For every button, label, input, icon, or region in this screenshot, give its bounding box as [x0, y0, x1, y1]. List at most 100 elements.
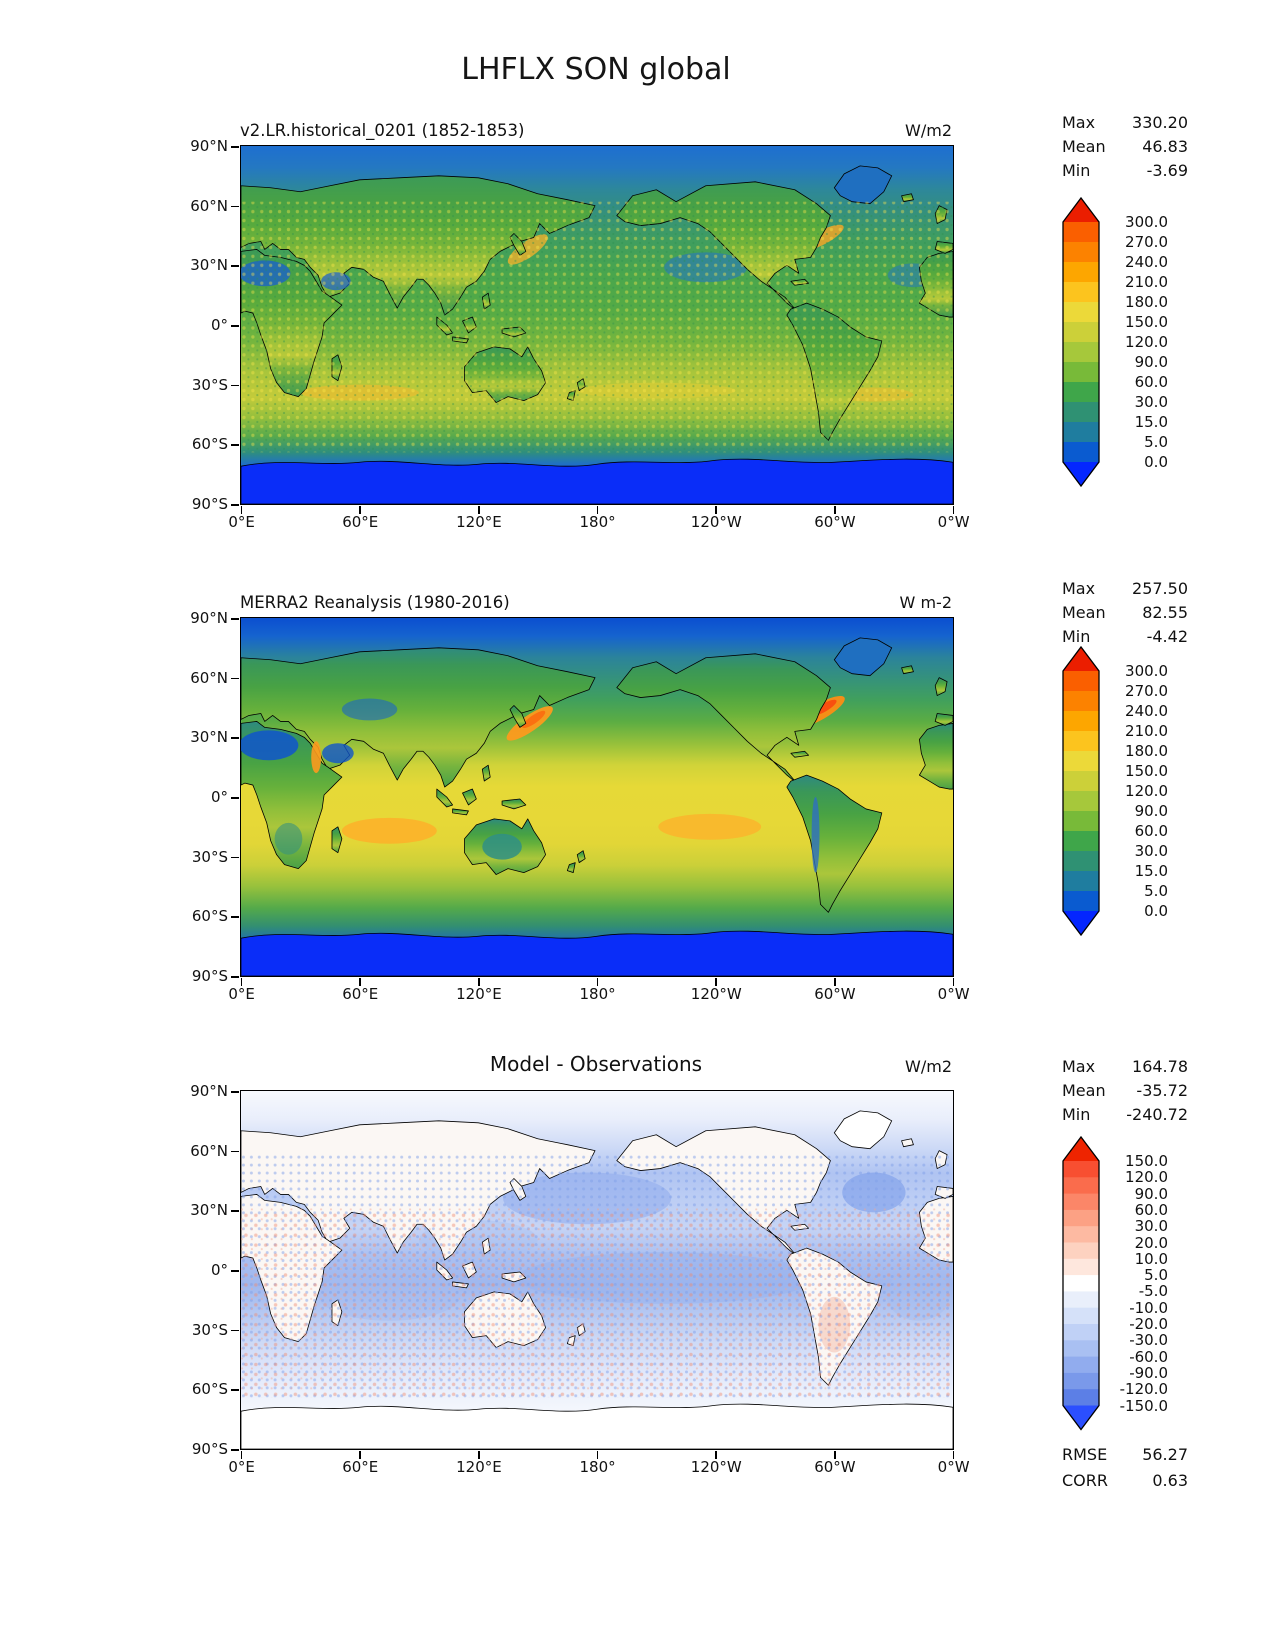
- map-model-canvas: [241, 146, 953, 504]
- colorbar-tick-label: 30.0: [1134, 393, 1168, 411]
- panel2-units: W m-2: [899, 593, 952, 612]
- panel1-units: W/m2: [905, 121, 952, 140]
- stat-label: Max: [1062, 1057, 1096, 1076]
- lat-tick-label: 60°S: [191, 907, 228, 926]
- lon-tick-label: 180°: [579, 513, 616, 531]
- colorbar-tick-label: -90.0: [1129, 1363, 1168, 1382]
- lat-tick-label: 30°S: [191, 375, 228, 394]
- colorbar-tick-label: 10.0: [1134, 1249, 1168, 1268]
- metric-label: RMSE: [1062, 1445, 1108, 1464]
- lat-tick-mark: [231, 1329, 239, 1332]
- colorbar-tick-label: -30.0: [1129, 1331, 1168, 1350]
- lat-tick-label: 90°S: [191, 967, 228, 985]
- lat-tick-mark: [231, 618, 239, 620]
- lat-tick-mark: [231, 1270, 239, 1272]
- lon-tick-mark: [359, 506, 361, 514]
- lon-tick-mark: [715, 1451, 717, 1459]
- lon-tick-label: 120°W: [690, 1458, 742, 1476]
- colorbar-tick-label: 120.0: [1125, 333, 1168, 351]
- colorbar-tick-label: 15.0: [1134, 862, 1168, 880]
- lat-tick-label: 90°N: [190, 1082, 228, 1100]
- stat-row: Mean -35.72: [1062, 1080, 1188, 1102]
- lon-tick-label: 120°W: [690, 513, 742, 531]
- stat-row: Mean 46.83: [1062, 136, 1188, 158]
- lon-tick-mark: [952, 506, 955, 514]
- lon-tick-label: 60°W: [814, 1458, 856, 1476]
- colorbar-tick-label: 30.0: [1134, 842, 1168, 860]
- lat-tick-label: 60°N: [190, 196, 228, 215]
- lon-tick-mark: [596, 1451, 599, 1459]
- lat-tick-mark: [231, 325, 239, 327]
- colorbar-tick-label: 150.0: [1125, 313, 1168, 331]
- lon-tick-label: 0°W: [937, 985, 970, 1003]
- colorbar-tick-label: 60.0: [1134, 1200, 1168, 1219]
- lon-tick-mark: [833, 506, 836, 514]
- colorbar-tick-label: 120.0: [1125, 1168, 1168, 1187]
- lat-tick-mark: [231, 504, 239, 506]
- lon-tick-mark: [952, 1451, 955, 1459]
- colorbar-model: [1062, 196, 1100, 488]
- stat-label: Mean: [1062, 1081, 1106, 1100]
- panel1-title: v2.LR.historical_0201 (1852-1853): [240, 121, 525, 140]
- colorbar-tick-label: 180.0: [1125, 742, 1168, 760]
- lat-tick-label: 90°S: [191, 495, 228, 513]
- lat-tick-label: 30°N: [190, 1201, 228, 1220]
- lon-tick-label: 180°: [579, 985, 616, 1003]
- lon-tick-label: 60°W: [814, 985, 856, 1003]
- colorbar-difference: [1062, 1135, 1100, 1431]
- panel2-header: MERRA2 Reanalysis (1980-2016) W m-2: [240, 586, 952, 612]
- lat-tick-mark: [231, 1150, 239, 1153]
- stat-row: Min -240.72: [1062, 1104, 1188, 1126]
- lat-tick-mark: [231, 737, 239, 739]
- panel1-header: v2.LR.historical_0201 (1852-1853) W/m2: [240, 114, 952, 140]
- map-reanalysis-canvas: [241, 618, 953, 976]
- stat-value: -4.42: [1146, 627, 1188, 646]
- colorbar-tick-label: 210.0: [1125, 273, 1168, 291]
- lon-tick-mark: [715, 506, 717, 514]
- lat-tick-mark: [231, 797, 239, 799]
- stat-row: Max 257.50: [1062, 578, 1188, 600]
- colorbar-tick-label: 210.0: [1125, 722, 1168, 740]
- panel3-title: Model - Observations: [489, 1052, 703, 1076]
- lon-tick-label: 120°W: [690, 985, 742, 1003]
- lat-tick-mark: [231, 384, 239, 387]
- colorbar-tick-label: 90.0: [1134, 802, 1168, 820]
- lon-tick-label: 60°W: [814, 513, 856, 531]
- stat-value: -3.69: [1146, 161, 1188, 180]
- lon-tick-mark: [477, 506, 480, 514]
- stat-row: Max 330.20: [1062, 112, 1188, 134]
- colorbar-tick-label: -20.0: [1129, 1315, 1168, 1333]
- lat-tick-label: 60°N: [190, 1141, 228, 1160]
- colorbar-tick-label: 30.0: [1134, 1217, 1168, 1236]
- colorbar-reanalysis: [1062, 645, 1100, 937]
- stat-row: Min -4.42: [1062, 626, 1188, 648]
- colorbar-tick-label: 5.0: [1144, 1266, 1168, 1285]
- metric-label: CORR: [1062, 1471, 1108, 1490]
- colorbar-tick-label: 270.0: [1125, 233, 1168, 251]
- colorbar-tick-label: 240.0: [1125, 253, 1168, 271]
- colorbar-tick-label: 300.0: [1125, 213, 1168, 231]
- lon-tick-mark: [477, 978, 480, 986]
- lat-tick-label: 0°: [210, 788, 228, 806]
- colorbar-tick-label: 60.0: [1134, 822, 1168, 840]
- map-reanalysis: [240, 617, 954, 977]
- stat-value: 257.50: [1132, 579, 1188, 598]
- colorbar-tick-label: 5.0: [1144, 882, 1168, 900]
- stat-label: Min: [1062, 1105, 1091, 1124]
- lat-tick-mark: [231, 976, 239, 978]
- lat-tick-label: 60°S: [191, 1380, 228, 1399]
- colorbar-tick-label: 90.0: [1134, 353, 1168, 371]
- colorbar-tick-label: 270.0: [1125, 682, 1168, 700]
- stat-value: 164.78: [1132, 1057, 1188, 1076]
- lat-tick-label: 30°S: [191, 1320, 228, 1339]
- lat-tick-label: 30°N: [190, 728, 228, 747]
- lat-tick-mark: [231, 1449, 239, 1451]
- lon-tick-label: 120°E: [456, 513, 502, 531]
- metric-row: CORR 0.63: [1062, 1470, 1188, 1492]
- lat-tick-mark: [231, 205, 239, 208]
- colorbar-tick-label: 0.0: [1144, 453, 1168, 471]
- lat-tick-mark: [231, 444, 239, 446]
- stat-label: Mean: [1062, 137, 1106, 156]
- colorbar-tick-label: 240.0: [1125, 702, 1168, 720]
- lat-tick-mark: [231, 856, 239, 859]
